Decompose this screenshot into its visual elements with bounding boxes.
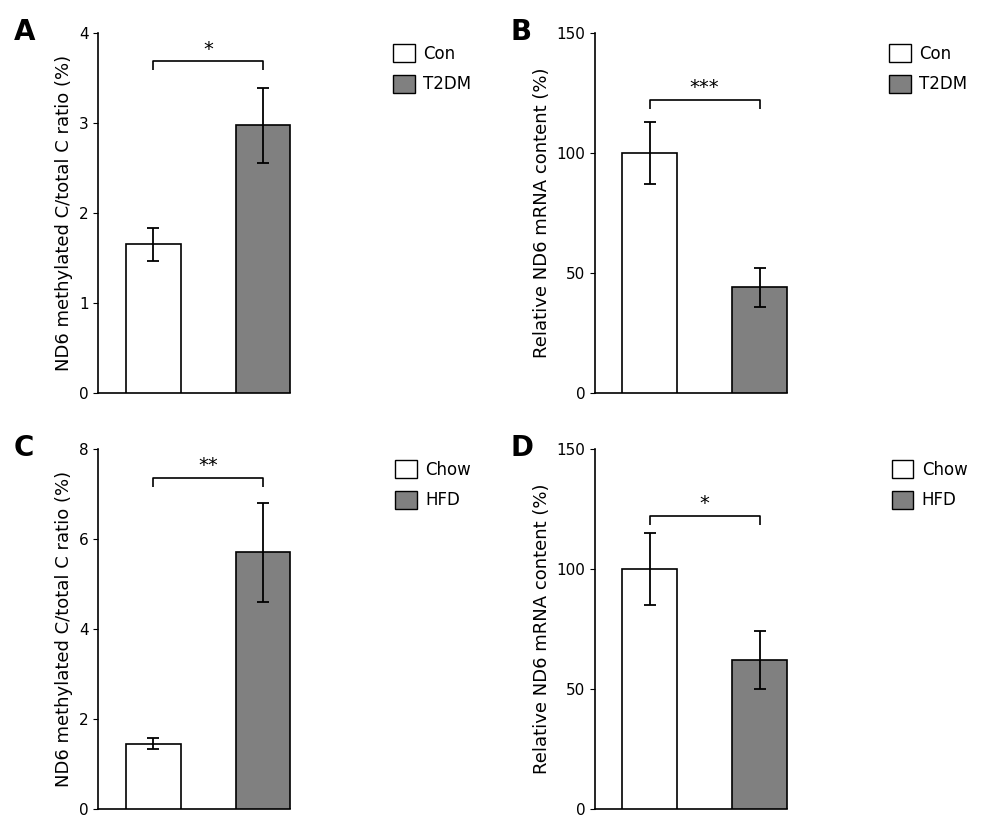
Legend: Con, T2DM: Con, T2DM (886, 41, 971, 96)
Y-axis label: Relative ND6 mRNA content (%): Relative ND6 mRNA content (%) (533, 483, 551, 774)
Y-axis label: ND6 methylated C/total C ratio (%): ND6 methylated C/total C ratio (%) (55, 471, 73, 787)
Bar (126, 244, 181, 393)
Text: A: A (14, 18, 35, 46)
Y-axis label: Relative ND6 mRNA content (%): Relative ND6 mRNA content (%) (533, 68, 551, 358)
Y-axis label: ND6 methylated C/total C ratio (%): ND6 methylated C/total C ratio (%) (55, 55, 73, 371)
Bar (622, 153, 677, 393)
Bar (126, 744, 181, 809)
Text: ***: *** (690, 78, 719, 97)
Text: D: D (510, 435, 533, 462)
Legend: Con, T2DM: Con, T2DM (390, 41, 474, 96)
Bar (732, 660, 787, 809)
Text: C: C (14, 435, 34, 462)
Bar (236, 125, 290, 393)
Legend: Chow, HFD: Chow, HFD (888, 457, 971, 513)
Text: *: * (700, 494, 710, 513)
Bar (236, 552, 290, 809)
Text: B: B (510, 18, 531, 46)
Bar (732, 288, 787, 393)
Legend: Chow, HFD: Chow, HFD (392, 457, 474, 513)
Text: *: * (203, 39, 213, 59)
Text: **: ** (198, 456, 218, 475)
Bar (622, 569, 677, 809)
